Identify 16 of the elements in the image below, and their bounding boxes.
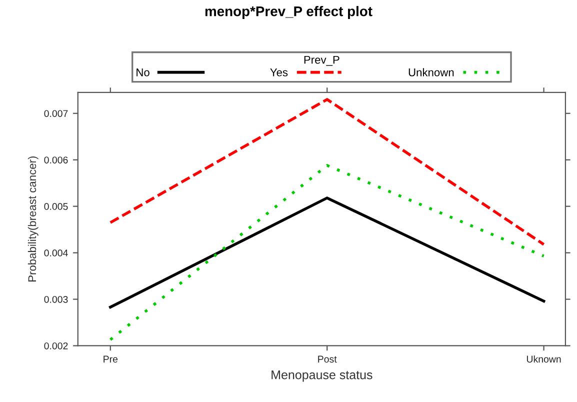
y-tick-label: 0.006	[44, 156, 68, 164]
legend-label: No	[136, 68, 150, 76]
x-tick-label: Uknown	[526, 355, 561, 363]
legend-label: Unknown	[408, 68, 454, 76]
y-tick-label: 0.007	[44, 110, 68, 117]
y-tick-label: 0.004	[44, 250, 68, 256]
legend-label: Yes	[270, 68, 288, 76]
y-tick-label: 0.003	[44, 296, 68, 303]
legend-title: Prev_P	[304, 56, 340, 66]
y-tick-label: 0.005	[44, 203, 68, 210]
x-tick-label: Post	[318, 356, 337, 363]
chart-title: menop*Prev_P effect plot	[205, 6, 372, 19]
y-axis-title: Probability(breast cancer)	[28, 156, 38, 282]
x-tick-label: Pre	[104, 356, 118, 363]
y-tick-label: 0.002	[44, 342, 68, 350]
x-axis-title: Menopause status	[272, 370, 372, 382]
